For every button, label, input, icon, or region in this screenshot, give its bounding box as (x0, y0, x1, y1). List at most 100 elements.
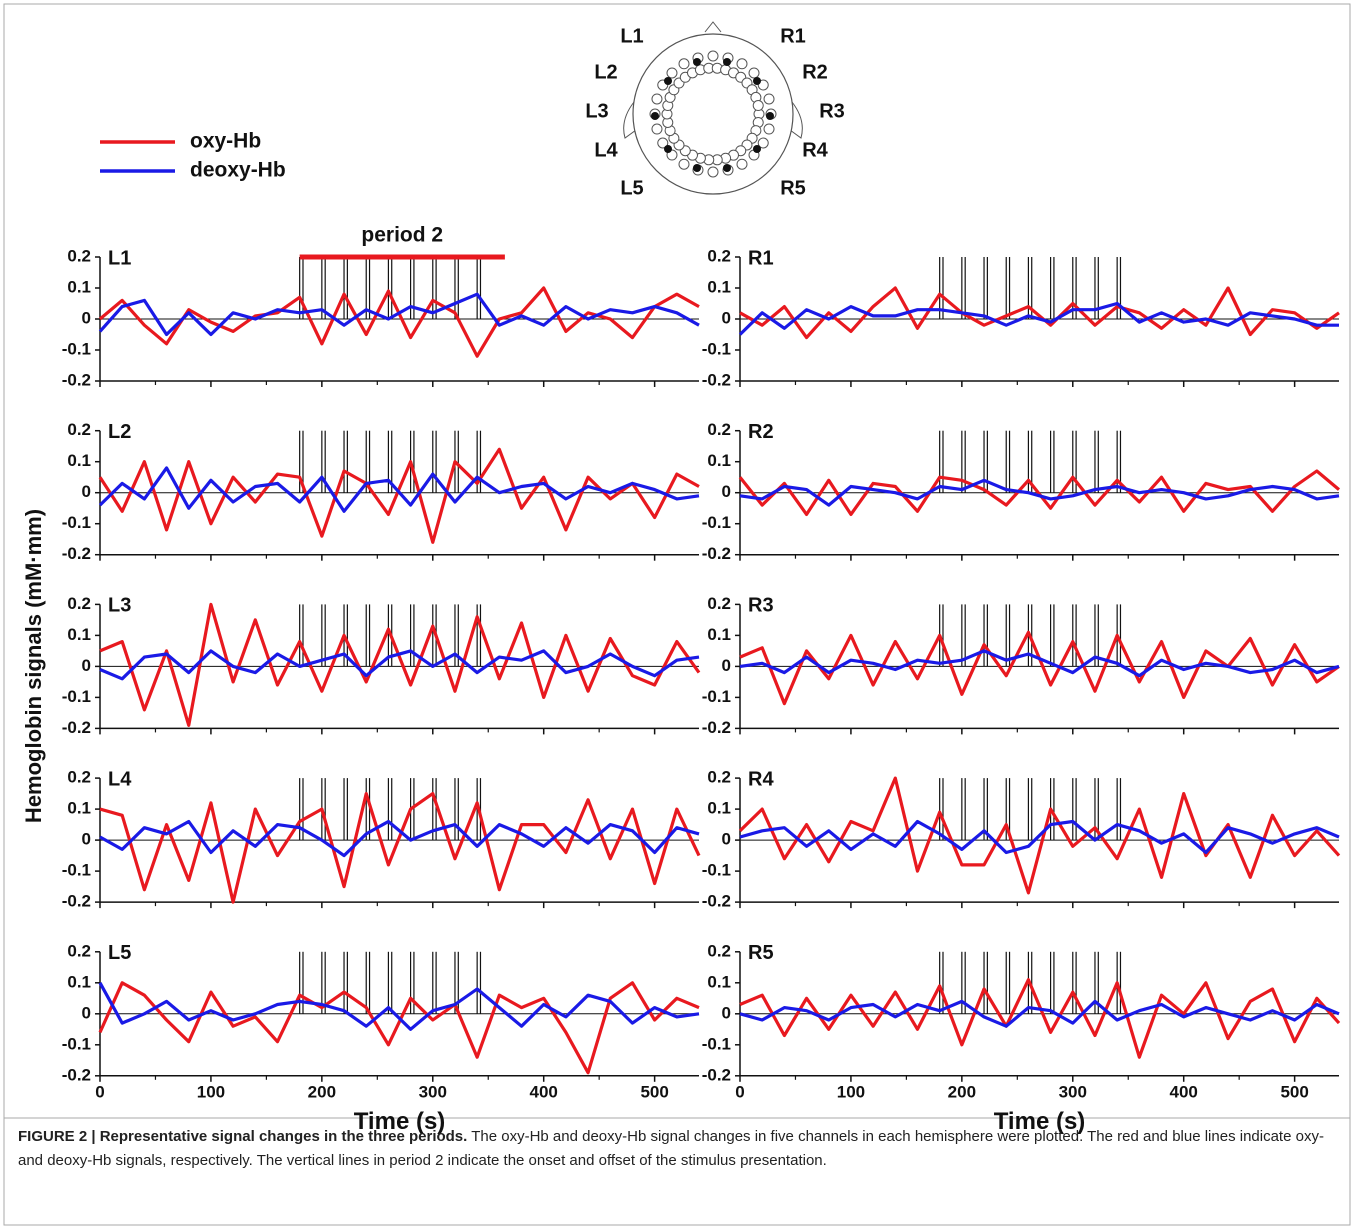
x-tick-label: 0 (95, 1082, 104, 1101)
channel-dot (753, 77, 761, 85)
electrode (657, 137, 669, 149)
x-tick-label: 100 (837, 1082, 865, 1101)
series-line (739, 819, 1340, 855)
y-tick-label: -0.2 (702, 544, 731, 563)
y-tick-label: -0.1 (702, 861, 731, 880)
y-tick-label: 0.1 (707, 972, 731, 991)
legend-label: deoxy-Hb (190, 159, 286, 182)
series-line (98, 981, 700, 1075)
y-tick-label: -0.2 (62, 544, 91, 563)
y-tick-label: 0.1 (707, 277, 731, 296)
y-tick-label: -0.1 (702, 339, 731, 358)
electrode (651, 93, 663, 105)
y-tick-label: 0 (722, 830, 731, 849)
channel-dot (651, 112, 659, 120)
channel-dot (753, 145, 761, 153)
electrode (752, 100, 764, 112)
y-tick-label: 0.2 (707, 246, 731, 265)
channel-label: L4 (594, 139, 618, 161)
y-tick-label: 0.1 (67, 799, 91, 818)
series-line (99, 819, 700, 858)
chart-title: L1 (108, 247, 131, 269)
y-tick-label: 0.2 (67, 246, 91, 265)
channel-dot (766, 112, 774, 120)
y-tick-label: 0 (82, 830, 91, 849)
y-tick-label: -0.1 (702, 1034, 731, 1053)
x-tick-label: 400 (1170, 1082, 1198, 1101)
x-tick-label: 300 (419, 1082, 447, 1101)
y-tick-label: 0.1 (67, 451, 91, 470)
x-axis-label: Time (s) (994, 1108, 1086, 1135)
x-tick-label: 300 (1059, 1082, 1087, 1101)
series-line (98, 466, 700, 513)
y-tick-label: -0.1 (62, 1034, 91, 1053)
y-tick-label: 0.2 (707, 941, 731, 960)
x-axis-label: Time (s) (354, 1108, 446, 1135)
period-label: period 2 (361, 224, 443, 247)
y-tick-label: 0.2 (67, 420, 91, 439)
channel-dot (693, 164, 701, 172)
caption-text: The oxy-Hb and deoxy-Hb signal changes i… (18, 1128, 1324, 1169)
channel-label: R1 (780, 25, 806, 47)
chart-title: L5 (108, 942, 131, 964)
x-tick-label: 500 (640, 1082, 668, 1101)
x-tick-label: 400 (530, 1082, 558, 1101)
series-line (739, 286, 1340, 340)
series-line (99, 792, 701, 904)
chart-title: R4 (748, 768, 774, 790)
series-line (98, 286, 700, 358)
y-tick-label: -0.2 (702, 1065, 731, 1084)
channel-label: L2 (594, 61, 617, 83)
series-line (739, 630, 1340, 706)
electrode (651, 123, 663, 135)
electrode (763, 123, 775, 135)
channel-label: L1 (620, 25, 643, 47)
y-tick-label: -0.1 (702, 687, 731, 706)
electrode (666, 67, 678, 79)
channel-dot (664, 145, 672, 153)
y-tick-label: -0.1 (62, 513, 91, 532)
y-tick-label: 0.2 (707, 768, 731, 787)
y-tick-label: 0 (82, 482, 91, 501)
y-tick-label: 0.2 (67, 768, 91, 787)
x-tick-label: 100 (197, 1082, 225, 1101)
chart-title: R1 (748, 247, 774, 269)
electrode (707, 166, 719, 178)
legend-label: oxy-Hb (190, 130, 261, 153)
x-tick-label: 200 (308, 1082, 336, 1101)
x-tick-label: 500 (1280, 1082, 1308, 1101)
y-tick-label: 0.1 (707, 625, 731, 644)
series-line (739, 649, 1340, 678)
y-tick-label: 0.2 (67, 594, 91, 613)
y-tick-label: 0.1 (67, 972, 91, 991)
electrode (736, 58, 748, 70)
channel-label: R4 (802, 139, 828, 161)
x-tick-label: 200 (948, 1082, 976, 1101)
y-tick-label: 0 (722, 482, 731, 501)
y-tick-label: -0.1 (62, 861, 91, 880)
series-line (98, 447, 700, 544)
electrode (763, 93, 775, 105)
y-tick-label: 0 (722, 1003, 731, 1022)
series-line (739, 478, 1340, 507)
y-tick-label: 0.1 (707, 799, 731, 818)
y-tick-label: 0.1 (67, 625, 91, 644)
y-tick-label: -0.1 (62, 687, 91, 706)
head-map (623, 21, 803, 195)
y-tick-label: -0.2 (62, 892, 91, 911)
chart-title: L4 (108, 768, 132, 790)
series-line (739, 999, 1340, 1028)
nose (704, 21, 722, 33)
channel-dot (723, 58, 731, 66)
y-tick-label: 0 (722, 308, 731, 327)
electrode (736, 158, 748, 170)
y-tick-label: -0.1 (702, 513, 731, 532)
channel-label: L3 (585, 100, 608, 122)
y-tick-label: -0.2 (62, 718, 91, 737)
chart-title: R3 (748, 595, 774, 617)
caption-title: FIGURE 2 | Representative signal changes… (18, 1128, 468, 1145)
channel-label: R3 (819, 100, 845, 122)
y-tick-label: -0.2 (702, 892, 731, 911)
chart-title: R2 (748, 421, 774, 443)
